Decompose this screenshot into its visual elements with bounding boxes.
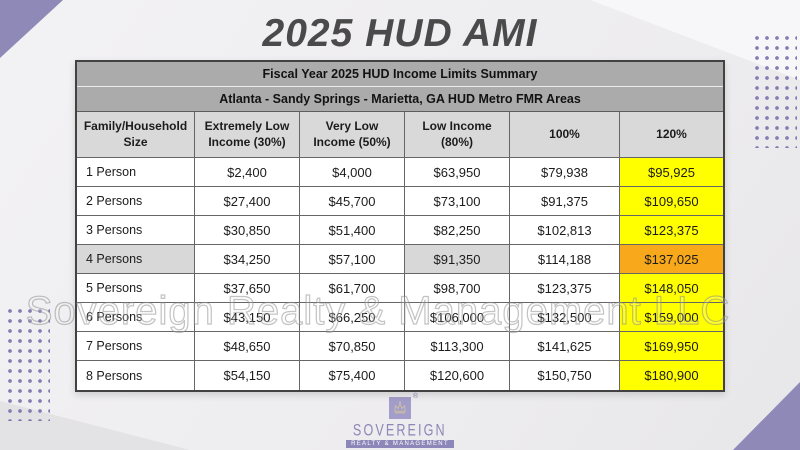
cell-eli-30: $27,400	[195, 187, 300, 216]
income-limits-table: Fiscal Year 2025 HUD Income Limits Summa…	[75, 60, 725, 392]
column-header-extremely-low-30: Extremely Low Income (30%)	[195, 112, 300, 158]
sovereign-logo: ® SOVEREIGN REALTY & MANAGEMENT	[0, 393, 800, 448]
cell-vli-50: $70,850	[300, 332, 405, 361]
row-label: 6 Persons	[77, 303, 195, 332]
cell-eli-30: $34,250	[195, 245, 300, 274]
cell-li-80: $73,100	[405, 187, 510, 216]
cell-eli-30: $37,650	[195, 274, 300, 303]
page-title: 2025 HUD AMI	[262, 12, 538, 55]
cell-li-80: $113,300	[405, 332, 510, 361]
cell-li-80: $82,250	[405, 216, 510, 245]
table-subtitle: Atlanta - Sandy Springs - Marietta, GA H…	[77, 87, 723, 112]
dot-grid-bottom-left	[3, 304, 50, 421]
cell-120: $169,950	[620, 332, 723, 361]
cell-eli-30: $54,150	[195, 361, 300, 390]
cell-100: $141,625	[510, 332, 620, 361]
cell-100: $79,938	[510, 158, 620, 187]
cell-vli-50: $4,000	[300, 158, 405, 187]
cell-100: $91,375	[510, 187, 620, 216]
cell-100: $132,500	[510, 303, 620, 332]
column-header-family-size: Family/Household Size	[77, 112, 195, 158]
cell-eli-30: $43,150	[195, 303, 300, 332]
row-label: 2 Persons	[77, 187, 195, 216]
cell-li-80: $63,950	[405, 158, 510, 187]
cell-120: $159,000	[620, 303, 723, 332]
cell-vli-50: $75,400	[300, 361, 405, 390]
column-header-very-low-50: Very Low Income (50%)	[300, 112, 405, 158]
dot-grid-top-right	[750, 31, 797, 148]
row-label: 7 Persons	[77, 332, 195, 361]
table-grid: Family/Household Size Extremely Low Inco…	[77, 112, 723, 390]
cell-100: $123,375	[510, 274, 620, 303]
column-header-100: 100%	[510, 112, 620, 158]
cell-vli-50: $66,250	[300, 303, 405, 332]
cell-eli-30: $48,650	[195, 332, 300, 361]
logo-wordmark: SOVEREIGN	[353, 420, 447, 441]
cell-120: $95,925	[620, 158, 723, 187]
table-title: Fiscal Year 2025 HUD Income Limits Summa…	[77, 62, 723, 87]
cell-li-80: $120,600	[405, 361, 510, 390]
cell-120: $109,650	[620, 187, 723, 216]
registered-mark: ®	[412, 393, 418, 400]
row-label: 8 Persons	[77, 361, 195, 390]
row-label: 5 Persons	[77, 274, 195, 303]
cell-vli-50: $51,400	[300, 216, 405, 245]
cell-100: $114,188	[510, 245, 620, 274]
row-label-highlighted: 4 Persons	[77, 245, 195, 274]
cell-120-highlighted: $137,025	[620, 245, 723, 274]
cell-100: $102,813	[510, 216, 620, 245]
cell-120: $148,050	[620, 274, 723, 303]
cell-vli-50: $45,700	[300, 187, 405, 216]
column-header-low-80: Low Income (80%)	[405, 112, 510, 158]
cell-li-80: $106,000	[405, 303, 510, 332]
crown-logo-icon: ®	[389, 393, 418, 419]
row-label: 1 Person	[77, 158, 195, 187]
cell-eli-30: $2,400	[195, 158, 300, 187]
cell-vli-50: $61,700	[300, 274, 405, 303]
cell-100: $150,750	[510, 361, 620, 390]
column-header-120: 120%	[620, 112, 723, 158]
cell-li-80-highlighted: $91,350	[405, 245, 510, 274]
cell-vli-50: $57,100	[300, 245, 405, 274]
row-label: 3 Persons	[77, 216, 195, 245]
logo-tagline: REALTY & MANAGEMENT	[346, 440, 454, 448]
cell-eli-30: $30,850	[195, 216, 300, 245]
cell-li-80: $98,700	[405, 274, 510, 303]
cell-120: $123,375	[620, 216, 723, 245]
cell-120: $180,900	[620, 361, 723, 390]
